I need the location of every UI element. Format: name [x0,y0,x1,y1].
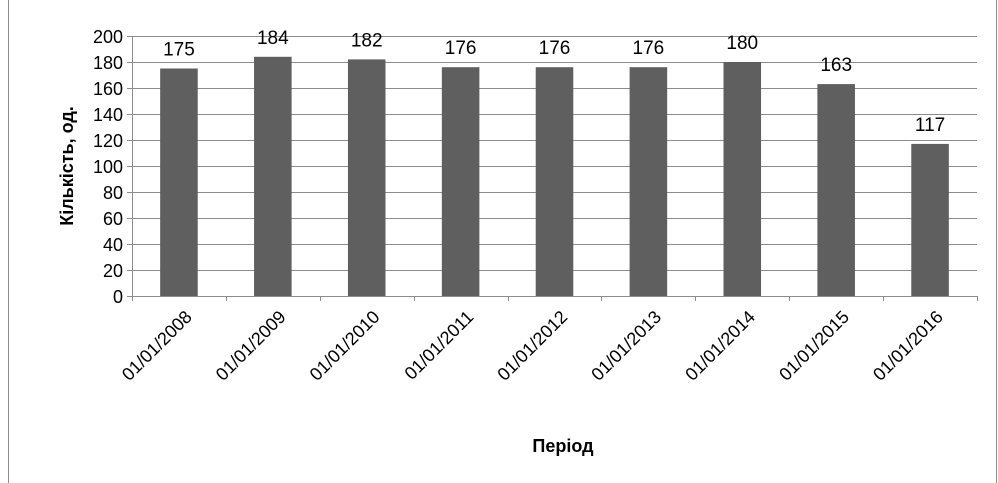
chart-area: 0 20 40 60 80 100 120 140 160 180 200 01/01/2008 01… [8,0,997,483]
data-label: 163 [820,55,852,76]
data-label: 176 [633,38,665,59]
x-tick-label: 01/01/2008 [118,307,196,385]
y-tick-label: 60 [103,209,123,229]
bars [160,56,949,297]
y-tick-label: 120 [93,131,123,151]
y-tick-label: 160 [93,79,123,99]
data-label: 184 [257,28,289,49]
axes [127,36,978,301]
y-tick-label: 200 [93,27,123,47]
y-tick-label: 100 [93,157,123,177]
x-tick-label: 01/01/2011 [401,307,478,384]
x-tick-label: 01/01/2010 [306,307,384,385]
y-tick-label: 180 [93,53,123,73]
data-label: 175 [163,40,195,61]
x-tick-label: 01/01/2013 [587,307,665,385]
y-tick-label: 80 [103,183,123,203]
y-tick-label: 0 [113,287,123,307]
y-tick-label: 40 [103,235,123,255]
x-tick-label: 01/01/2012 [493,307,571,385]
bar-01/01/2008 [160,68,198,296]
data-label: 182 [351,30,383,51]
x-tick-label: 01/01/2016 [869,307,947,385]
bar-01/01/2014 [723,62,762,296]
bar-01/01/2013 [629,67,668,296]
bar-01/01/2015 [817,84,855,296]
data-label: 176 [445,38,477,59]
bar-01/01/2012 [535,67,574,296]
data-labels: 175 184 182 176 176 176 180 163 117 [163,28,945,136]
x-axis-title: Період [532,436,594,456]
bar-01/01/2011 [441,67,480,296]
x-tick-label: 01/01/2014 [681,307,759,385]
x-tick-label: 01/01/2009 [212,307,290,385]
x-tick-labels: 01/01/2008 01/01/2009 01/01/2010 01/01/2011… [118,307,947,385]
x-tick-label: 01/01/2015 [775,307,853,385]
y-tick-label: 20 [103,261,123,281]
y-axis-title: Кількість, од. [57,106,77,226]
bar-01/01/2009 [254,56,292,296]
bar-01/01/2010 [347,59,386,297]
y-tick-labels: 0 20 40 60 80 100 120 140 160 180 200 [93,27,123,307]
data-label: 117 [915,115,945,136]
data-label: 180 [726,33,758,54]
y-tick-label: 140 [93,105,123,125]
data-label: 176 [539,38,571,59]
bar-01/01/2016 [911,143,949,296]
